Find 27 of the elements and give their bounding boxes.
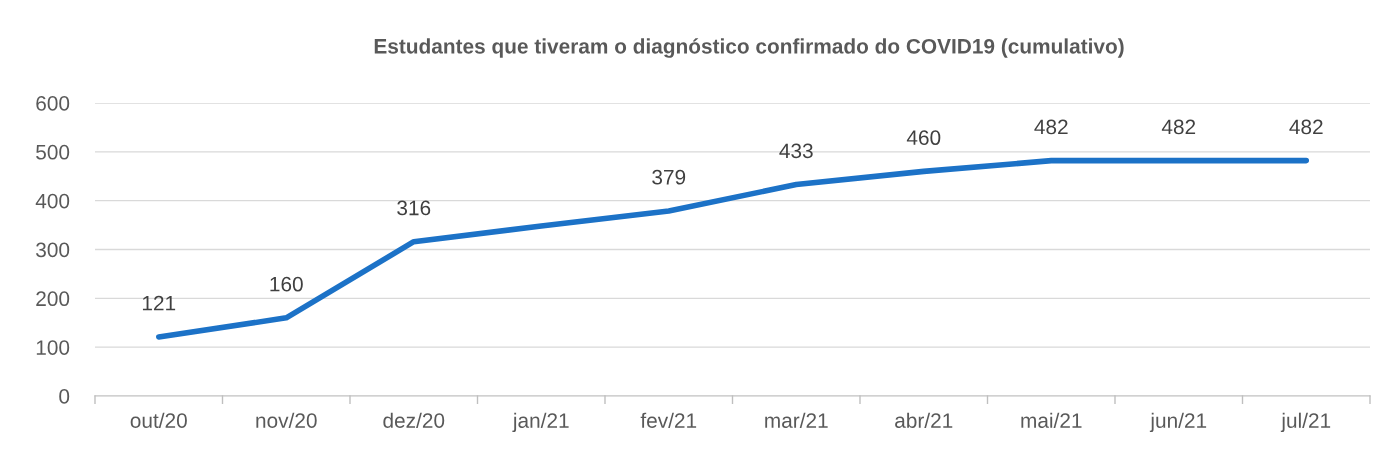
x-tick-label: jan/21 xyxy=(512,412,569,433)
x-tick-label: mar/21 xyxy=(765,412,828,428)
data-label: 160 xyxy=(270,276,303,292)
data-label: 121 xyxy=(142,295,176,311)
data-label: 460 xyxy=(906,130,941,146)
chart-title: Estudantes que tiveram o diagnóstico confirmado do COVID19 (cumulativo) xyxy=(374,38,1124,58)
y-tick-label: 100 xyxy=(36,340,70,355)
y-tick-label: 500 xyxy=(36,144,70,160)
data-label: 379 xyxy=(652,169,686,185)
data-label: 482 xyxy=(1034,119,1068,135)
x-tick-label: out/20 xyxy=(130,412,187,428)
x-tick-label: dez/20 xyxy=(383,412,445,428)
x-tick-label: nov/20 xyxy=(256,412,317,428)
data-label: 482 xyxy=(1289,119,1323,135)
data-label: 433 xyxy=(779,143,813,159)
x-tick-label: jun/21 xyxy=(1149,412,1207,433)
y-tick-label: 200 xyxy=(36,291,70,307)
x-tick-label: fev/21 xyxy=(640,412,697,428)
data-label: 316 xyxy=(397,200,431,216)
x-tick-label: jul/21 xyxy=(1280,412,1331,433)
x-tick-label: abr/21 xyxy=(895,412,953,428)
data-label: 482 xyxy=(1161,119,1196,135)
y-tick-label: 400 xyxy=(35,193,70,209)
y-tick-label: 600 xyxy=(36,96,70,111)
y-tick-label: 0 xyxy=(59,389,70,404)
x-tick-label: mai/21 xyxy=(1021,412,1082,428)
y-tick-label: 300 xyxy=(36,242,70,258)
